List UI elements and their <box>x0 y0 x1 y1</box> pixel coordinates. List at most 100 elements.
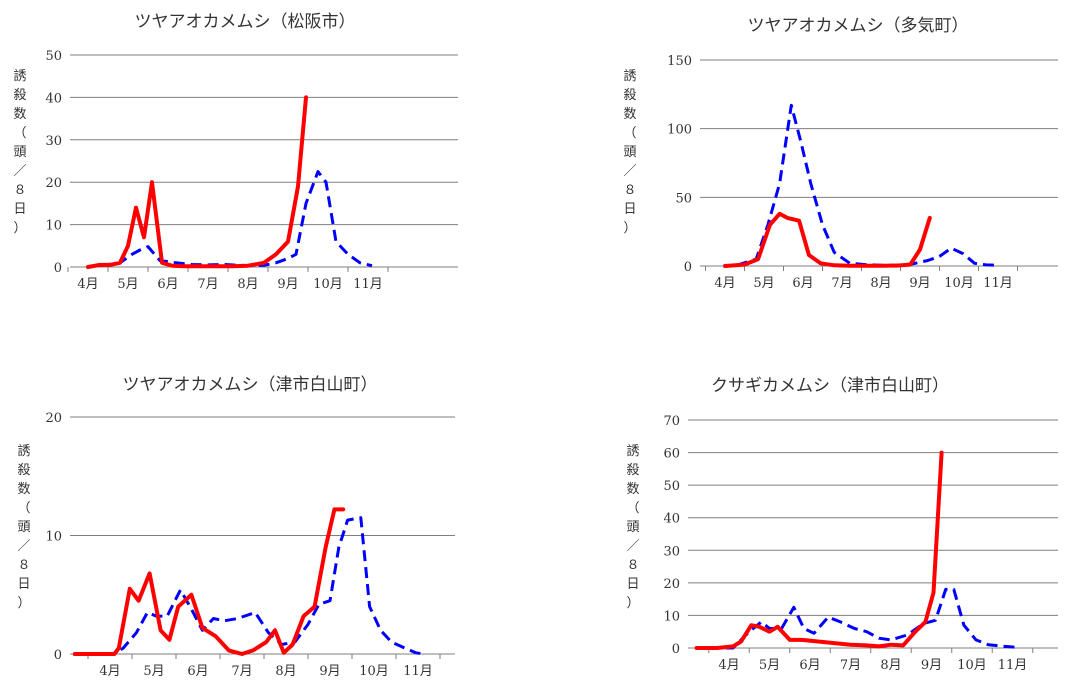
chart-panel-3: ツヤアオカメムシ（津市白山町） 0 10 20 4月 5月 6月 7月 8月 9月 10月 11月 誘殺… <box>17 375 455 679</box>
x-tick-label: 4月 <box>718 658 739 673</box>
x-tick-label: 4月 <box>99 664 120 679</box>
x-tick-label: 6月 <box>157 277 178 292</box>
y-axis-label-char: 頭 <box>13 145 26 160</box>
y-axis-label-char: 殺 <box>13 88 26 103</box>
y-axis-label-char: ／ <box>13 164 26 179</box>
x-tick-label: 7月 <box>831 276 852 291</box>
y-axis-label-char: ／ <box>626 539 639 554</box>
y-tick-label: 150 <box>667 54 692 69</box>
y-tick-label: 60 <box>663 447 680 462</box>
series-line-blue <box>708 587 1017 650</box>
x-tick-label: 11月 <box>353 277 383 292</box>
x-tick-label: 9月 <box>277 277 298 292</box>
y-axis-label-char: 誘 <box>13 69 26 84</box>
chart-panel-2: ツヤアオカメムシ（多気町） 0 50 100 150 4月 5月 6月 7月 8月 9月 10月 11月… <box>623 16 1058 291</box>
x-tick-label: 7月 <box>197 277 218 292</box>
x-tick-label: 9月 <box>921 658 942 673</box>
y-tick-label: 20 <box>45 176 62 191</box>
x-tick-label: 6月 <box>187 664 208 679</box>
y-tick-label: 10 <box>45 530 62 545</box>
y-tick-label: 10 <box>45 219 62 234</box>
x-tick-label: 9月 <box>319 664 340 679</box>
x-tick-label: 10月 <box>944 276 974 291</box>
y-tick-label: 50 <box>45 49 62 64</box>
y-axis-label-char: 数 <box>626 482 639 497</box>
y-axis-label-char: 殺 <box>17 463 30 478</box>
y-tick-label: 30 <box>45 134 62 149</box>
y-tick-label: 50 <box>675 191 692 206</box>
y-axis-label-char: ） <box>13 221 26 236</box>
x-tick-label: 11月 <box>403 664 433 679</box>
x-tick-label: 7月 <box>231 664 252 679</box>
series-line-blue <box>88 516 425 656</box>
x-tick-label: 7月 <box>840 658 861 673</box>
y-axis-label-char: ８ <box>17 558 30 573</box>
x-tick-label: 11月 <box>983 276 1013 291</box>
y-axis-label-char: 日 <box>13 202 26 217</box>
series-line-blue <box>736 103 999 267</box>
y-axis-label-char: 日 <box>626 577 639 592</box>
chart-title: ツヤアオカメムシ（多気町） <box>748 16 969 36</box>
y-axis-label-char: 頭 <box>17 520 30 535</box>
x-tick-label: 5月 <box>143 664 164 679</box>
y-tick-label: 0 <box>684 260 692 275</box>
y-axis-label-char: ） <box>626 596 639 611</box>
y-axis-label-char: 誘 <box>17 444 30 459</box>
y-axis-label-char: 殺 <box>623 88 636 103</box>
y-tick-label: 40 <box>45 91 62 106</box>
y-axis-label-char: 数 <box>623 107 636 122</box>
x-tick-label: 8月 <box>870 276 891 291</box>
x-tick-label: 9月 <box>909 276 930 291</box>
y-axis-label-char: 誘 <box>626 444 639 459</box>
y-axis-label-char: ／ <box>623 164 636 179</box>
chart-title: ツヤアオカメムシ（松阪市） <box>135 12 356 32</box>
y-axis-label-char: ８ <box>13 183 26 198</box>
y-axis-label-char: 頭 <box>626 520 639 535</box>
y-tick-label: 50 <box>663 479 680 494</box>
y-axis-label-char: ） <box>623 221 636 236</box>
y-axis-label-char: ） <box>17 596 30 611</box>
y-tick-label: 40 <box>663 512 680 527</box>
x-tick-label: 5月 <box>753 276 774 291</box>
y-tick-label: 70 <box>663 414 680 429</box>
x-tick-label: 10月 <box>359 664 389 679</box>
chart-title: ツヤアオカメムシ（津市白山町） <box>123 375 378 395</box>
y-tick-label: 20 <box>45 411 62 426</box>
y-axis-label-char: （ <box>13 126 26 141</box>
y-axis-label-char: 殺 <box>626 463 639 478</box>
x-tick-label: 8月 <box>275 664 296 679</box>
y-axis-label-char: （ <box>626 501 639 516</box>
y-tick-label: 0 <box>54 261 62 276</box>
chart-panel-4: クサギカメムシ（津市白山町） 0 10 20 30 40 50 60 70 4月 5月 6月 7月 8月 9… <box>626 376 1058 673</box>
x-tick-label: 11月 <box>998 658 1028 673</box>
x-tick-label: 5月 <box>759 658 780 673</box>
y-axis-label-char: 日 <box>623 202 636 217</box>
x-tick-label: 4月 <box>77 277 98 292</box>
y-axis-label-char: ８ <box>623 183 636 198</box>
y-axis-label-char: ／ <box>17 539 30 554</box>
x-tick-label: 6月 <box>799 658 820 673</box>
y-axis-label-char: ８ <box>626 558 639 573</box>
x-tick-label: 6月 <box>792 276 813 291</box>
chart-panel-1: ツヤアオカメムシ（松阪市） 0 10 20 30 40 50 4月 5月 6月 7月 8月 9月 10月 1… <box>13 12 458 292</box>
x-tick-label: 5月 <box>117 277 138 292</box>
y-axis-label-char: （ <box>17 501 30 516</box>
chart-title: クサギカメムシ（津市白山町） <box>711 376 949 396</box>
y-axis-label-char: 誘 <box>623 69 636 84</box>
y-tick-label: 20 <box>663 577 680 592</box>
y-tick-label: 30 <box>663 544 680 559</box>
x-tick-label: 8月 <box>237 277 258 292</box>
series-line-red <box>72 507 346 656</box>
series-line-red <box>86 95 308 269</box>
y-axis-label-char: （ <box>623 126 636 141</box>
x-tick-label: 8月 <box>880 658 901 673</box>
series-line-red <box>723 211 932 268</box>
x-tick-label: 10月 <box>957 658 987 673</box>
y-tick-label: 100 <box>667 123 692 138</box>
y-axis-label-char: 数 <box>17 482 30 497</box>
y-axis-label-char: 頭 <box>623 145 636 160</box>
y-tick-label: 0 <box>672 642 680 657</box>
y-axis-label-char: 数 <box>13 107 26 122</box>
y-axis-label-char: 日 <box>17 577 30 592</box>
